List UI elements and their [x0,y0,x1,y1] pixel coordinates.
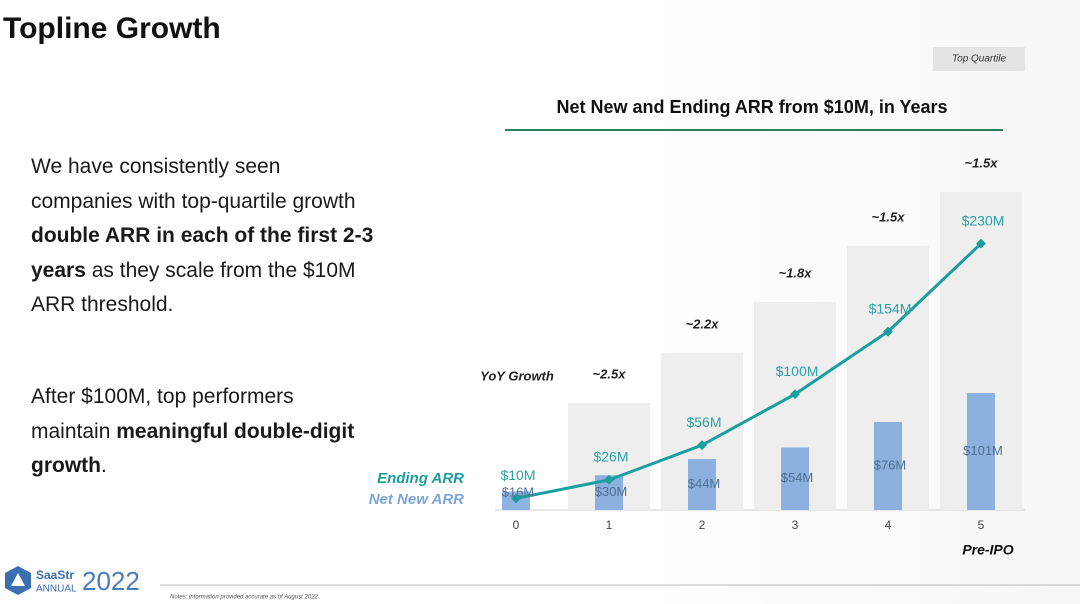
slide-title: Topline Growth [3,12,221,45]
bold-text: meaningful double-digit growth [31,419,355,478]
logo-mark [11,573,25,586]
legend-entry: Net New ARR [369,491,464,508]
ending-label: $56M [686,414,721,430]
line-point [604,474,614,485]
legend-entry: Ending ARR [377,470,464,487]
growth-label: ~2.2x [686,316,720,331]
net-new-label: $30M [595,484,628,499]
x-tick-label: 4 [885,518,892,532]
text: After $100M, top performers maintain [31,385,294,443]
text: as they scale from the $10M ARR threshol… [31,258,356,317]
bar [874,421,902,510]
ending-label: $100M [776,363,819,379]
tag: Top Quartile [952,54,1007,65]
event: ANNUAL [36,584,77,595]
text: We have consistently seen companies with… [31,155,356,213]
net-new-label: $54M [781,470,814,485]
net-new-label: $76M [874,457,907,472]
growth-label: ~1.5x [965,155,999,170]
bar [688,459,716,510]
line-point [883,326,893,337]
tag-box [933,47,1025,71]
category-note: Pre-IPO [962,542,1013,558]
x-tick-label: 2 [699,518,706,532]
x-tick-label: 1 [606,518,613,532]
ending-label: $26M [593,449,628,465]
growth-label: ~2.5x [593,366,627,381]
notes: Notes: information provided accurate as … [170,595,319,601]
event-year: 2022 [82,566,140,596]
paragraph: After $100M, top performers maintain mea… [31,380,376,484]
net-new-label: $44M [688,476,721,491]
ending-label: $154M [869,300,912,316]
paragraph: We have consistently seen companies with… [31,150,376,323]
bar [967,393,995,510]
x-tick-label: 3 [792,518,799,532]
line [515,242,983,500]
growth-label: YoY Growth [480,368,554,383]
net-new-label: $16M [502,484,535,499]
bold-text: double ARR in each of the first 2-3 year… [31,224,374,282]
x-tick-label: 0 [513,518,520,532]
line-point [511,493,521,504]
net-new-label: $101M [963,443,1003,458]
ending-label: $10M [500,467,535,483]
growth-label: ~1.8x [779,265,813,280]
growth-label: ~1.5x [872,209,906,224]
line-point [697,440,707,451]
line-point [976,238,986,249]
x-tick-label: 5 [978,518,985,532]
ending-label: $230M [962,212,1005,228]
text: . [100,454,107,477]
line-point [790,389,800,400]
bar [781,447,809,510]
brand: SaaStr [36,568,74,582]
chart-title: Net New and Ending ARR from $10M, in Yea… [556,97,947,117]
